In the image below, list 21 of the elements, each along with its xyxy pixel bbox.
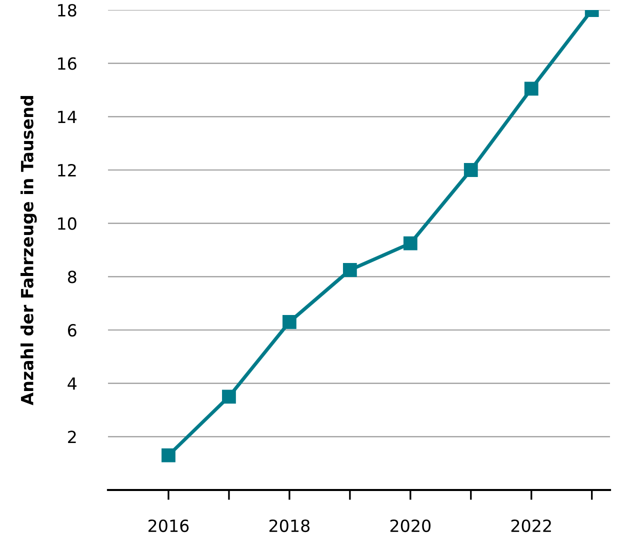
y-tick-label: 12 [58,164,76,176]
point [464,163,478,177]
point [524,82,538,96]
y-tick-label: 6 [68,324,76,337]
point [282,315,296,329]
y-tick-label: 2 [68,430,76,443]
y-tick-label: 14 [58,110,77,123]
y-tick-label: 16 [58,57,76,70]
y-tick-label: 10 [58,217,76,230]
y-tick-label: 8 [68,270,76,284]
y-tick-label: 4 [68,378,77,390]
point [342,263,357,277]
point [403,236,418,250]
y-tick-label: 18 [58,4,76,17]
x-tick-label: 2020 [390,519,431,532]
x-tick-label: 2016 [148,519,189,532]
point [222,390,236,404]
x-tick-label: 2018 [269,519,310,532]
y-axis-title: Anzahl der Fahrzeuge in Tausend [20,96,37,406]
x-tick-label: 2022 [511,519,551,532]
point [162,448,176,462]
